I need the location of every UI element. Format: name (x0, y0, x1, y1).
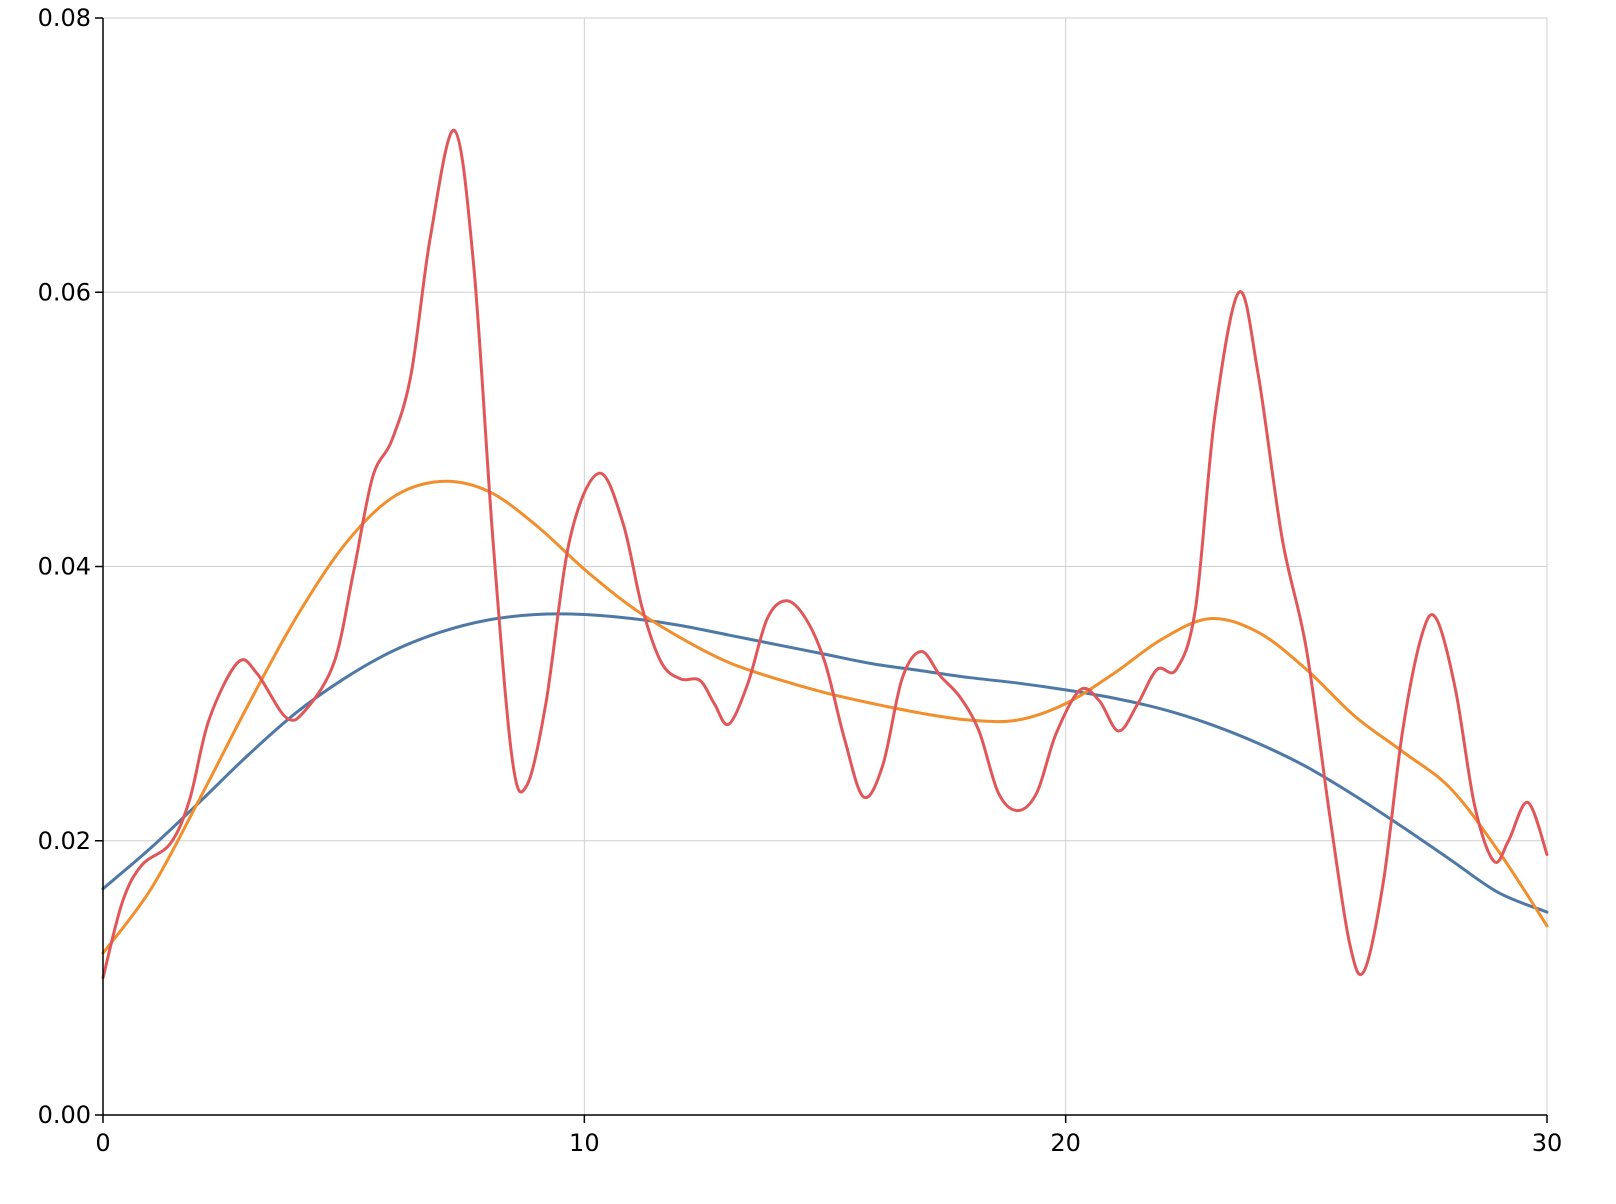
grid-lines (103, 17, 1548, 1115)
y-tick-label-1: 0.02 (38, 827, 91, 855)
series-line-2 (101, 479, 1549, 955)
x-tick-label-2: 20 (1050, 1129, 1081, 1157)
y-tick-label-2: 0.04 (38, 553, 91, 581)
y-tick-label-3: 0.06 (38, 278, 91, 306)
x-tick-label-1: 10 (569, 1129, 600, 1157)
x-tick-label-0: 0 (95, 1129, 110, 1157)
y-tick-label-4: 0.08 (38, 4, 91, 32)
series-lines (101, 128, 1549, 980)
y-tick-label-0: 0.00 (38, 1101, 91, 1129)
tick-labels: 0 10 20 30 0.00 0.02 0.04 0.06 0.08 (38, 4, 1563, 1157)
series-line-3 (101, 128, 1549, 980)
x-tick-label-3: 30 (1532, 1129, 1563, 1157)
